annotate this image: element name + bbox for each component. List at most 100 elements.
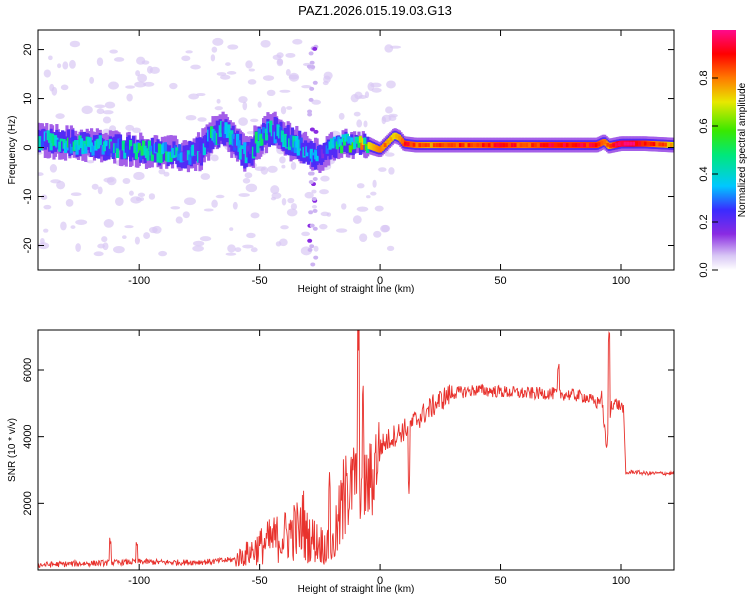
spectrogram-core [450,143,453,148]
spectrogram-cell [107,145,111,156]
spectrogram-core [406,142,410,147]
spectrogram-cell [247,151,251,164]
spectrogram-speckle [242,244,254,249]
spectrogram-core [447,143,451,148]
spectrogram-speckle [275,241,282,247]
snr-frame [37,329,675,571]
spectrogram-cell [202,143,206,156]
spectrogram-cell [156,152,160,163]
spectrogram-cell [116,148,120,158]
spectrogram-speckle [152,225,162,234]
spectrogram-speckle [97,243,105,249]
spectrogram-cell [75,144,79,155]
spectrogram-cell [146,150,150,161]
spectrogram-cell [118,139,123,150]
spectrogram-cell [286,124,290,145]
spectrogram-speckle [137,73,148,83]
spectrogram-speckle [102,110,114,115]
spectrogram-speckle [260,39,271,48]
spectrogram-speckle [262,75,275,81]
spectrogram-core [588,143,592,148]
spectrogram-core [597,142,601,147]
spectrogram-cell [69,143,73,154]
spectrogram-cell [48,133,52,143]
snr-y-label: SNR (10 * v/v) [7,418,18,482]
spectrogram-cell [315,151,319,162]
spectrogram-core [641,141,644,146]
spectrogram-speckle [211,46,218,53]
spectrogram-speckle [115,197,124,206]
spectrogram-core [661,142,665,147]
spectrogram-burst [312,208,318,213]
spectrogram-speckle [48,55,53,61]
spectrogram-speckle [311,189,317,194]
spectrogram-speckle [70,225,76,229]
spectrogram-core [603,140,607,145]
spectrogram-cell [260,133,264,146]
spectrogram-speckle [366,195,371,199]
spectrogram-speckle [290,203,298,210]
spectrogram-cell [178,144,182,155]
colorbar: 0.0 0.2 0.4 0.6 0.8 Normalized spectral ampl… [698,30,748,278]
spectrogram-cell [137,143,141,153]
spectrogram-speckle [338,112,345,120]
spectrogram-cell [183,151,188,162]
spectrogram-core [473,143,477,148]
spectrogram-speckle [125,85,136,89]
spectrogram-speckle [130,196,142,204]
spectrogram-speckle [380,224,390,233]
spectrogram-cell [243,142,247,155]
spectrogram-speckle [137,192,146,197]
spectrogram-speckle [215,194,225,199]
spectrogram-burst [312,80,318,85]
spectrogram-core [565,143,569,148]
spectrogram-speckle [57,63,62,69]
spectrogram-speckle [356,206,369,212]
spectrogram-core [649,141,653,146]
y-tick-label: -20 [22,238,34,254]
spectrogram-speckle [304,191,314,199]
spectrogram-core [461,143,465,148]
spectrogram-speckle [388,115,397,122]
spectrogram-speckle [190,64,201,70]
spectrogram-core [669,142,673,147]
spectrogram-speckle [323,71,333,80]
spectrogram-core [453,143,456,148]
spectrogram-cell [142,140,146,151]
spectrogram-speckle [227,244,236,253]
snr-x-label: Height of straight line (km) [298,584,415,595]
spectrogram-speckle [70,192,82,197]
spectrogram-core [444,143,448,148]
spectrogram-speckle [227,44,239,50]
spectrogram-core [398,135,401,140]
spectrogram-core [574,143,578,148]
spectrogram-core [386,140,390,145]
spectrogram-speckle [181,55,191,62]
spectrogram-core [389,137,393,142]
spectrogram-cell [114,143,118,153]
spectrogram-core [482,143,485,148]
spectrogram-core [583,143,586,148]
spectrogram-core [496,143,500,148]
spectrogram-speckle [319,223,328,230]
spectrogram-cell [250,138,254,151]
spectrogram-core [635,141,639,146]
spectrogram-core [606,142,610,147]
spectrogram-core [557,143,560,148]
spectrogram-cell [104,140,108,151]
spectrogram-core [652,142,656,147]
spectrogram-speckle [40,194,48,200]
spectrogram-speckle [96,108,105,115]
spectrogram-cell [79,138,84,149]
spectrogram-speckle [184,197,196,206]
spectrogram-core [655,142,659,147]
spectrogram-core [429,143,433,148]
spectrogram-core [536,143,540,148]
x-tick-label: 0 [377,575,383,587]
spectrogram-speckle [370,82,382,88]
y-tick-label: 10 [22,92,34,104]
spectrogram-speckle [286,106,293,110]
y-tick-label: 6000 [22,358,34,382]
x-tick-label: 50 [494,275,506,287]
x-tick-label: -50 [252,575,268,587]
